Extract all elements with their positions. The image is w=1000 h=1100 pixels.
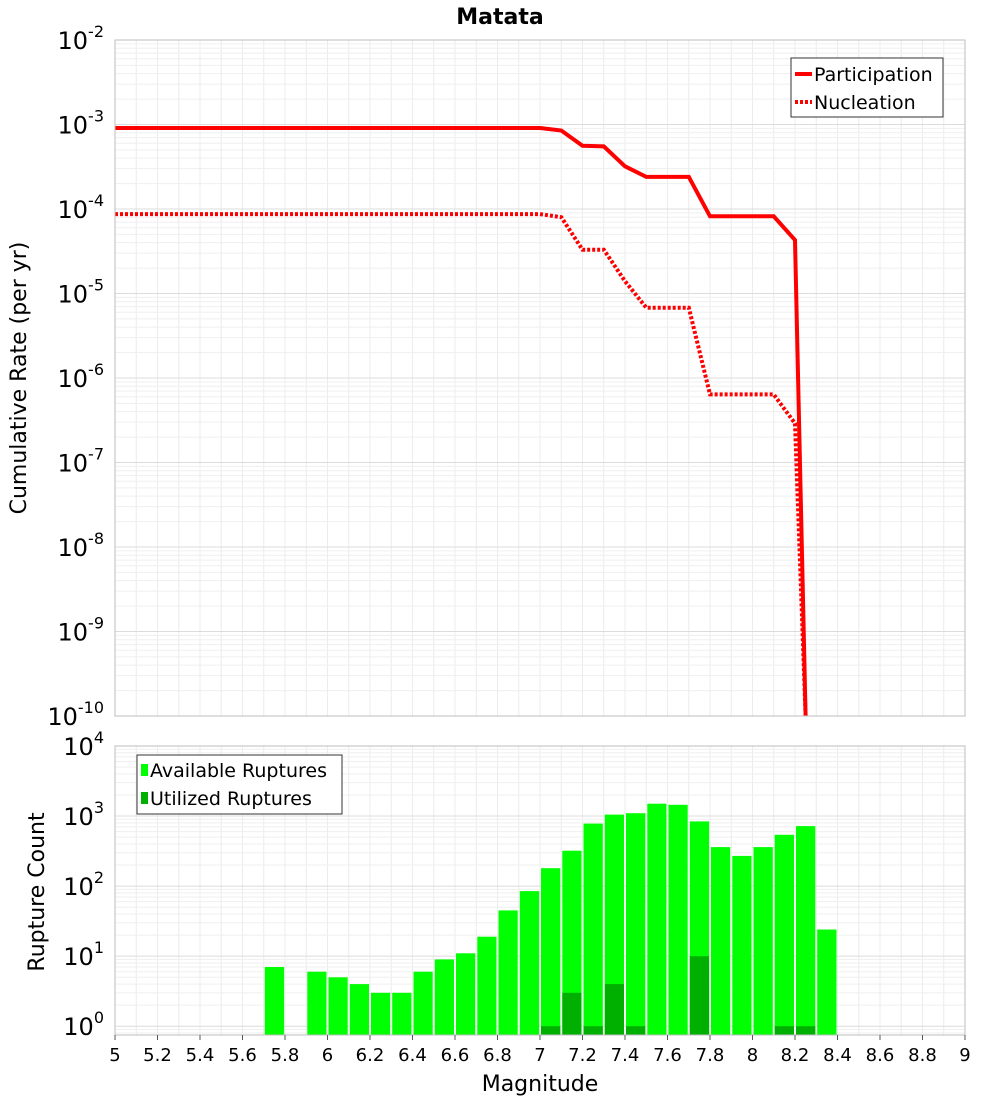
y-tick-label: 101 xyxy=(63,938,104,971)
available-ruptures-bar xyxy=(434,959,454,1035)
x-tick-label: 8.2 xyxy=(781,1045,810,1066)
y-tick-label: 102 xyxy=(63,868,104,901)
nucleation-line xyxy=(115,212,808,717)
available-ruptures-bar xyxy=(349,984,369,1035)
legend-box xyxy=(136,754,343,815)
available-ruptures-bar xyxy=(477,936,497,1035)
y-tick-label: 10-5 xyxy=(58,276,105,309)
available-ruptures-bar xyxy=(626,813,646,1035)
legend-label: Utilized Ruptures xyxy=(150,788,312,810)
available-ruptures-bar xyxy=(647,803,667,1035)
rate-plot-y-axis-label: Cumulative Rate (per yr) xyxy=(7,242,32,515)
utilized-ruptures-bar xyxy=(774,1026,794,1035)
x-tick-label: 6.6 xyxy=(441,1045,470,1066)
x-tick-label: 7.4 xyxy=(611,1045,640,1066)
utilized-ruptures-bar xyxy=(583,1026,603,1035)
available-ruptures-bar xyxy=(711,847,731,1035)
y-tick-label: 10-10 xyxy=(47,698,104,731)
utilized-ruptures-bar xyxy=(626,1026,646,1035)
available-ruptures-bar xyxy=(264,967,285,1035)
magnitude-x-ticks: 5 5.2 5.4 5.6 5.8 6 6.2 6.4 6.6 6.8 7 7.2 7.4 7.6 7.8 8… xyxy=(109,1035,971,1066)
available-ruptures-bar xyxy=(817,929,837,1035)
available-ruptures-bar xyxy=(583,823,603,1035)
available-ruptures-bar xyxy=(774,834,794,1035)
available-ruptures-bar xyxy=(732,855,752,1035)
y-tick-label: 103 xyxy=(63,798,104,831)
utilized-ruptures-bar xyxy=(541,1026,561,1035)
legend-swatch xyxy=(141,764,148,776)
available-ruptures-bar xyxy=(413,971,433,1035)
x-tick-label: 8 xyxy=(747,1045,758,1066)
available-ruptures-bar xyxy=(604,814,624,1035)
rupture-count-y-axis-label: Rupture Count xyxy=(25,812,50,972)
legend-swatch xyxy=(141,792,148,804)
y-tick-label: 10-3 xyxy=(58,107,105,140)
rate-plot-legend: Participation Nucleation xyxy=(790,57,944,118)
available-ruptures-bar xyxy=(328,977,348,1035)
rupture-count-grid xyxy=(114,746,966,1035)
x-tick-label: 6 xyxy=(322,1045,333,1066)
x-tick-label: 5.8 xyxy=(271,1045,300,1066)
available-ruptures-bar xyxy=(753,847,773,1035)
x-tick-label: 6.4 xyxy=(398,1045,427,1066)
rate-plot-lines xyxy=(115,126,808,717)
legend-box xyxy=(790,57,944,118)
available-ruptures-bar xyxy=(796,826,816,1035)
x-tick-label: 6.2 xyxy=(356,1045,385,1066)
available-ruptures-bar xyxy=(498,910,518,1035)
available-ruptures-bar xyxy=(519,891,540,1035)
legend-label: Available Ruptures xyxy=(150,760,327,782)
participation-line xyxy=(115,126,808,717)
x-tick-label: 5.4 xyxy=(186,1045,215,1066)
magnitude-x-axis-label: Magnitude xyxy=(482,1072,599,1097)
x-tick-label: 5 xyxy=(109,1045,120,1066)
y-tick-label: 10-9 xyxy=(58,614,105,647)
legend-label: Participation xyxy=(814,64,933,86)
x-tick-label: 7.6 xyxy=(653,1045,682,1066)
x-tick-label: 8.8 xyxy=(908,1045,937,1066)
x-tick-label: 6.8 xyxy=(483,1045,512,1066)
rate-plot-y-ticks: 10-2 10-3 10-4 10-5 10-6 10-7 10-8 10-9 10-10 xyxy=(47,22,104,731)
rate-plot-grid xyxy=(114,40,966,717)
available-ruptures-bar xyxy=(541,868,561,1035)
x-tick-label: 8.4 xyxy=(823,1045,852,1066)
x-tick-label: 5.6 xyxy=(228,1045,257,1066)
x-tick-label: 9 xyxy=(959,1045,970,1066)
rate-plot-frame xyxy=(114,39,966,717)
chart-title: Matata xyxy=(456,5,543,30)
available-ruptures-bar xyxy=(668,804,688,1035)
y-tick-label: 10-4 xyxy=(58,191,105,224)
utilized-ruptures-bar xyxy=(796,1026,816,1035)
y-tick-label: 10-8 xyxy=(58,529,105,562)
available-ruptures-bar xyxy=(307,971,327,1035)
rupture-count-bars xyxy=(264,803,837,1035)
x-tick-label: 5.2 xyxy=(143,1045,172,1066)
available-ruptures-bar xyxy=(562,850,582,1035)
x-tick-label: 7.8 xyxy=(696,1045,725,1066)
utilized-ruptures-bar xyxy=(604,984,624,1035)
available-ruptures-bar xyxy=(371,992,391,1035)
x-tick-label: 7 xyxy=(534,1045,545,1066)
available-ruptures-bar xyxy=(456,953,476,1035)
available-ruptures-bar xyxy=(392,992,412,1035)
legend-label: Nucleation xyxy=(814,92,916,114)
y-tick-label: 10-6 xyxy=(58,360,105,393)
rupture-count-y-ticks: 104 103 102 101 100 xyxy=(63,728,104,1041)
rupture-count-legend: Available Ruptures Utilized Ruptures xyxy=(136,754,343,815)
y-tick-label: 100 xyxy=(63,1008,104,1041)
utilized-ruptures-bar xyxy=(689,956,710,1035)
x-tick-label: 8.6 xyxy=(866,1045,895,1066)
y-tick-label: 10-7 xyxy=(58,445,105,478)
utilized-ruptures-bar xyxy=(562,992,582,1035)
rupture-count-panel: 104 103 102 101 100 5 5.2 5.4 5.6 5.8 6 6.2 6.4 6.6 6… xyxy=(25,728,971,1097)
x-tick-label: 7.2 xyxy=(568,1045,597,1066)
rate-plot-panel: 10-2 10-3 10-4 10-5 10-6 10-7 10-8 10-9 10-10 Cu… xyxy=(7,22,966,731)
y-tick-label: 104 xyxy=(63,728,104,761)
y-tick-label: 10-2 xyxy=(58,22,105,55)
